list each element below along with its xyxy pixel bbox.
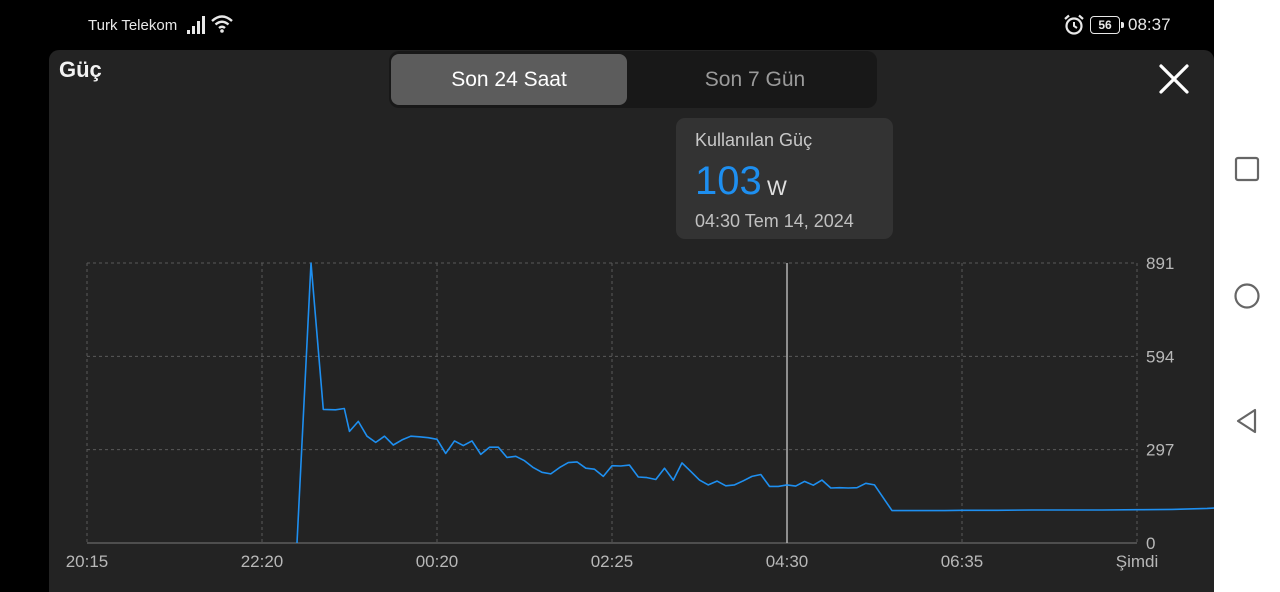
tooltip-label: Kullanılan Güç [695,130,813,150]
wifi-icon [211,15,233,33]
triangle-icon[interactable] [1233,407,1261,435]
time-range-segmented-control: Son 24 Saat Son 7 Gün [389,51,877,108]
page-title: Güç [59,57,102,82]
tooltip-value: 103 [695,159,762,203]
x-tick-label: 20:15 [66,552,109,571]
y-tick-label: 891 [1146,254,1174,273]
alarm-icon [1064,14,1084,35]
y-tick-label: 594 [1146,347,1174,366]
x-tick-label: Şimdi [1116,552,1159,571]
x-tick-label: 06:35 [941,552,984,571]
tooltip-unit: W [767,177,787,200]
carrier-name: Turk Telekom [88,17,178,34]
navigation-bar [1214,0,1280,592]
y-tick-label: 0 [1146,534,1155,553]
signal-icon [187,16,205,34]
status-time: 08:37 [1128,15,1171,34]
x-tick-label: 02:25 [591,552,634,571]
square-icon[interactable] [1233,155,1261,183]
close-icon[interactable] [1156,61,1192,97]
chart-tooltip: Kullanılan Güç 103 W 04:30 Tem 14, 2024 [676,118,893,239]
circle-icon[interactable] [1233,282,1261,310]
power-panel: 20:15 22:20 00:20 02:25 04:30 06:35 Şimdi 0 297 5… [49,50,1214,592]
power-series-line [296,262,1214,544]
x-tick-label: 04:30 [766,552,809,571]
battery-indicator: 56 [1090,16,1124,34]
tooltip-datetime: 04:30 Tem 14, 2024 [695,211,854,231]
tab-last-24-hours[interactable]: Son 24 Saat [391,54,627,105]
tab-last-7-days[interactable]: Son 7 Gün [704,67,806,91]
x-tick-label: 00:20 [416,552,459,571]
x-tick-label: 22:20 [241,552,284,571]
status-bar: Turk Telekom 56 08:37 [0,0,1214,50]
y-tick-label: 297 [1146,441,1174,460]
